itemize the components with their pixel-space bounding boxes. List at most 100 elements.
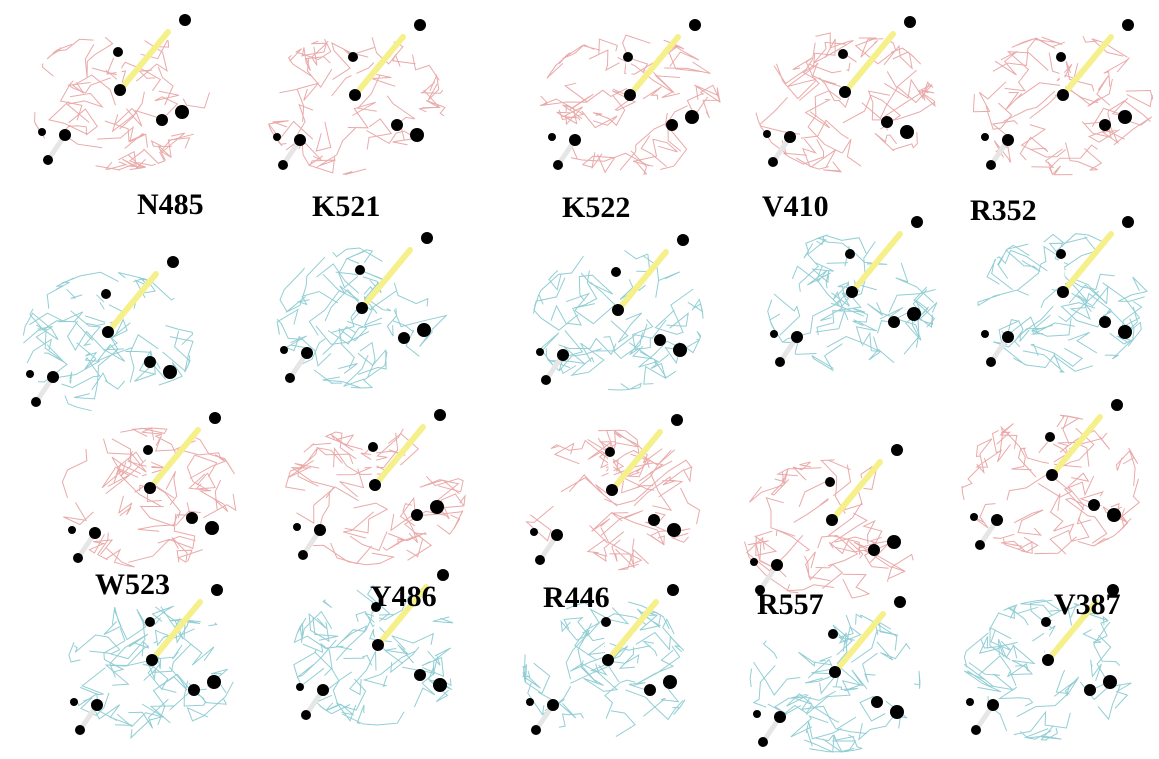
hydrogen-atom xyxy=(553,160,563,170)
bond xyxy=(147,427,201,491)
oxygen-atom xyxy=(1107,584,1119,596)
hydrogen-atom xyxy=(371,602,381,612)
oxygen-atom xyxy=(421,232,433,244)
residue-stick-model xyxy=(26,256,179,407)
carbon-atom xyxy=(774,711,786,723)
bond xyxy=(373,604,381,648)
carbon-atom xyxy=(602,654,614,666)
bond xyxy=(1047,434,1055,478)
carbon-atom xyxy=(1042,654,1054,666)
hydrogen-atom xyxy=(70,698,78,706)
electron-density-mesh-cyan xyxy=(521,601,686,738)
oxygen-atom xyxy=(209,412,221,424)
carbon-atom xyxy=(771,559,783,571)
hydrogen-atom xyxy=(38,128,46,136)
residue-stick-model xyxy=(750,444,903,595)
oxygen-atom xyxy=(1118,325,1132,339)
oxygen-atom xyxy=(1107,508,1121,522)
bond xyxy=(605,599,659,663)
oxygen-atom xyxy=(904,16,916,28)
oxygen-atom xyxy=(417,323,431,337)
carbon-atom xyxy=(372,639,384,651)
carbon-atom xyxy=(1084,684,1096,696)
residue-stick-model xyxy=(530,414,683,565)
bond xyxy=(357,267,365,311)
bond xyxy=(1058,54,1066,98)
oxygen-atom xyxy=(179,14,191,26)
carbon-atom xyxy=(1046,469,1058,481)
bond xyxy=(117,29,171,93)
oxygen-atom xyxy=(900,125,914,139)
carbon-atom xyxy=(1088,499,1100,511)
bond xyxy=(370,444,378,488)
carbon-atom xyxy=(317,684,329,696)
bond xyxy=(1060,34,1114,98)
hydrogen-atom xyxy=(966,698,974,706)
oxygen-atom xyxy=(434,409,446,421)
bond xyxy=(97,660,152,705)
hydrogen-atom xyxy=(981,133,989,141)
bond xyxy=(613,269,621,313)
hydrogen-atom xyxy=(68,526,76,534)
residue-stick-model xyxy=(753,596,906,747)
electron-density-mesh-red xyxy=(744,459,914,599)
carbon-atom xyxy=(612,304,624,316)
hydrogen-atom xyxy=(755,585,765,595)
oxygen-atom xyxy=(205,521,219,535)
oxygen-atom xyxy=(211,584,223,596)
hydrogen-atom xyxy=(536,348,544,356)
hydrogen-atom xyxy=(301,710,311,720)
carbon-atom xyxy=(1057,286,1069,298)
bond xyxy=(1049,414,1103,478)
carbon-atom xyxy=(186,512,198,524)
bond xyxy=(607,449,615,493)
carbon-atom xyxy=(47,371,59,383)
hydrogen-atom xyxy=(280,346,288,354)
residue-label-k521: K521 xyxy=(312,190,381,223)
hydrogen-atom xyxy=(623,52,633,62)
oxygen-atom xyxy=(430,500,444,514)
hydrogen-atom xyxy=(763,130,771,138)
residue-label-n485: N485 xyxy=(137,188,204,221)
bond xyxy=(323,645,378,690)
bond xyxy=(1008,95,1063,140)
residue-stick-model xyxy=(293,409,446,560)
hydrogen-atom xyxy=(285,373,295,383)
bond xyxy=(375,584,429,648)
carbon-atom xyxy=(871,696,883,708)
carbon-atom xyxy=(1057,89,1069,101)
hydrogen-atom xyxy=(298,550,308,560)
hydrogen-atom xyxy=(26,370,34,378)
carbon-atom xyxy=(791,331,803,343)
residue-stick-model xyxy=(70,584,223,735)
oxygen-atom xyxy=(414,19,426,31)
hydrogen-atom xyxy=(75,725,85,735)
bond xyxy=(149,599,203,663)
hydrogen-atom xyxy=(1041,617,1051,627)
hydrogen-atom xyxy=(986,357,996,367)
hydrogen-atom xyxy=(825,477,835,487)
oxygen-atom xyxy=(207,675,221,689)
carbon-atom xyxy=(881,116,893,128)
bond xyxy=(359,247,413,311)
bond xyxy=(372,424,426,488)
hydrogen-atom xyxy=(145,617,155,627)
hydrogen-atom xyxy=(838,49,848,59)
hydrogen-atom xyxy=(101,289,111,299)
hydrogen-atom xyxy=(1045,432,1055,442)
hydrogen-atom xyxy=(828,629,838,639)
carbon-atom xyxy=(839,86,851,98)
residue-label-v410: V410 xyxy=(762,190,829,223)
electron-density-mesh-cyan xyxy=(68,605,234,740)
carbon-atom xyxy=(156,114,168,126)
carbon-atom xyxy=(59,129,71,141)
residue-stick-model xyxy=(273,19,426,170)
residue-label-r352: R352 xyxy=(970,194,1037,227)
oxygen-atom xyxy=(667,584,679,596)
carbon-atom xyxy=(624,89,636,101)
residue-stick-model xyxy=(966,584,1119,735)
hydrogen-atom xyxy=(530,528,538,536)
hydrogen-atom xyxy=(143,445,153,455)
